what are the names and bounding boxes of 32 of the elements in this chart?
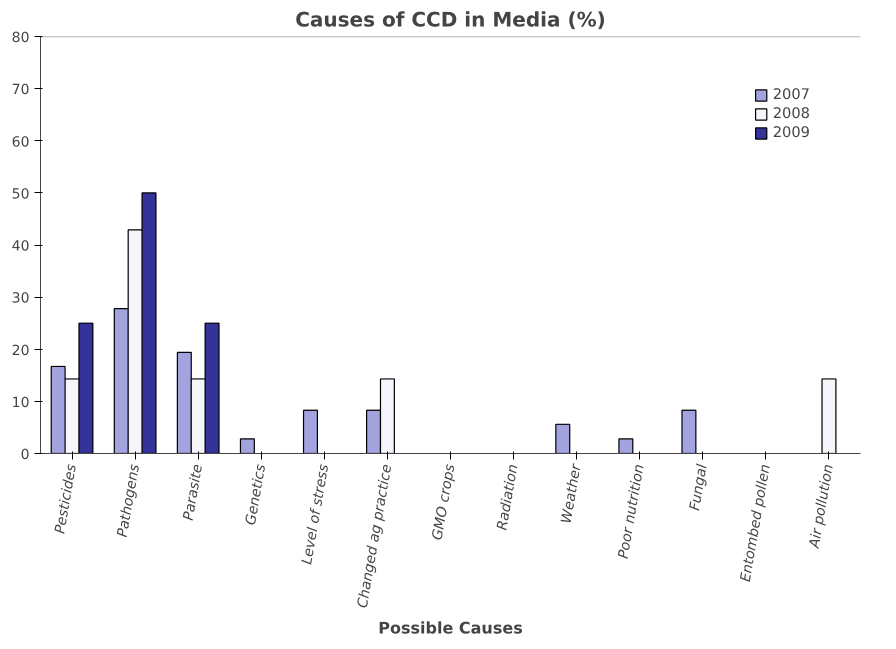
legend-label: 2008	[772, 105, 810, 122]
x-axis-title: Possible Causes	[378, 618, 523, 638]
bar	[681, 410, 696, 454]
bar	[555, 424, 570, 454]
x-tick-label: Air pollution	[806, 463, 837, 550]
x-tick-label: Parasite	[180, 463, 206, 522]
x-tick-label: Pesticides	[52, 463, 80, 535]
x-tick-label: Fungal	[687, 463, 711, 512]
y-tick-label: 40	[12, 238, 30, 254]
x-tick-label: GMO crops	[430, 463, 458, 542]
bar	[302, 410, 318, 454]
x-tick-label: Changed ag practice	[354, 463, 396, 610]
y-tick-label: 50	[12, 186, 30, 202]
x-tick-label: Genetics	[242, 463, 270, 526]
x-tick-label: Pathogens	[114, 463, 143, 538]
bar	[240, 438, 255, 454]
x-tick-label: Level of stress	[299, 463, 332, 566]
x-tick-label: Entombed pollen	[738, 463, 774, 584]
y-tick-label: 30	[12, 290, 30, 307]
y-tick-label: 20	[12, 342, 30, 359]
y-tick-label: 80	[12, 30, 30, 46]
y-tick-label: 10	[12, 394, 30, 411]
y-tick-label: 60	[12, 134, 30, 150]
y-tick-label: 70	[12, 82, 30, 98]
bar	[618, 438, 634, 454]
x-tick-label: Radiation	[494, 463, 522, 532]
legend-label: 2007	[772, 86, 810, 103]
x-tick-label: Poor nutrition	[616, 463, 648, 560]
y-tick-label: 0	[20, 447, 30, 463]
x-tick-label: Weather	[558, 462, 585, 525]
legend-label: 2009	[772, 124, 810, 141]
chart-title: Causes of CCD in Media (%)	[295, 8, 606, 32]
